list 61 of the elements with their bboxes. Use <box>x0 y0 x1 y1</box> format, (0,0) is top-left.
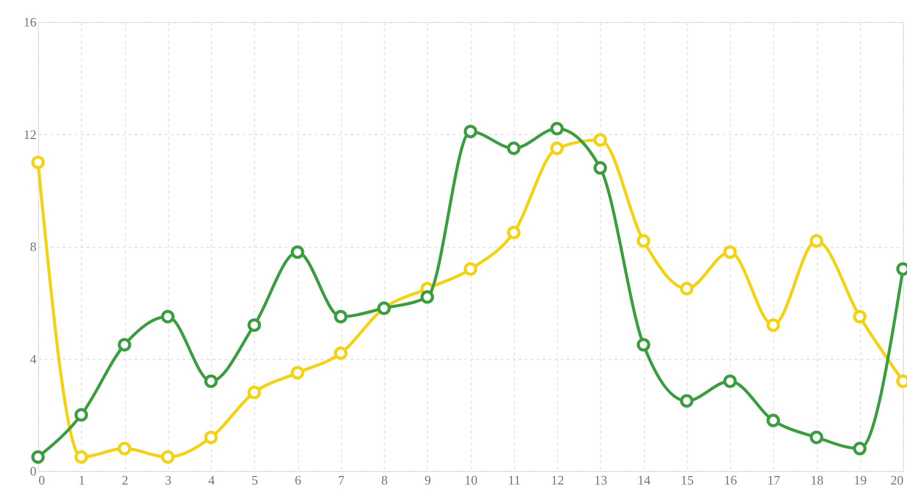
point <box>420 290 434 304</box>
point <box>204 374 218 388</box>
x-tick-label: 3 <box>165 472 172 488</box>
point <box>464 262 478 276</box>
x-tick-label: 18 <box>810 472 824 488</box>
point <box>161 450 174 464</box>
point <box>723 245 737 259</box>
x-tick-label: 15 <box>680 472 694 488</box>
point <box>810 234 824 248</box>
point <box>853 310 866 324</box>
x-tick-label: 12 <box>551 472 564 488</box>
x-tick-label: 5 <box>252 472 258 488</box>
point <box>74 408 88 422</box>
x-tick-label: 19 <box>854 472 867 488</box>
point <box>118 442 132 456</box>
point <box>464 124 478 138</box>
point <box>31 156 45 170</box>
x-tick-label: 6 <box>294 472 302 488</box>
point <box>248 318 261 332</box>
point <box>248 386 261 400</box>
x-tick-label: 20 <box>890 472 904 488</box>
point <box>680 282 694 296</box>
point <box>766 318 780 332</box>
point <box>290 366 304 380</box>
point <box>334 346 348 360</box>
point <box>204 430 218 444</box>
x-tick-label: 13 <box>594 472 608 488</box>
point <box>680 394 694 408</box>
x-tick-label: 10 <box>464 472 478 488</box>
x-tick-label: 2 <box>122 472 128 488</box>
point <box>334 310 348 324</box>
y-tick-label: 4 <box>30 351 37 366</box>
x-tick-label: 7 <box>338 472 345 488</box>
y-tick-label: 8 <box>30 239 36 254</box>
y-tick-label: 16 <box>24 14 37 30</box>
y-tick-label: 12 <box>24 126 36 142</box>
x-tick-label: 16 <box>724 472 738 488</box>
x-tick-label: 17 <box>767 472 781 488</box>
point <box>507 226 520 240</box>
point <box>766 414 780 428</box>
point <box>550 142 564 156</box>
point <box>594 133 607 147</box>
x-tick-label: 1 <box>78 472 85 488</box>
point <box>118 338 132 352</box>
point <box>723 374 737 388</box>
point <box>550 122 564 136</box>
point <box>636 234 650 248</box>
point <box>161 310 174 324</box>
point <box>290 245 304 259</box>
point <box>853 442 866 456</box>
x-tick-label: 14 <box>638 472 651 488</box>
point <box>636 338 650 352</box>
point <box>507 142 520 156</box>
point <box>594 161 607 175</box>
x-tick-label: 9 <box>424 472 431 488</box>
point <box>74 450 88 464</box>
point <box>31 450 45 464</box>
x-tick-label: 8 <box>381 472 388 488</box>
point <box>810 430 824 444</box>
x-tick-label: 11 <box>508 472 521 488</box>
x-tick-label: 4 <box>208 472 216 488</box>
